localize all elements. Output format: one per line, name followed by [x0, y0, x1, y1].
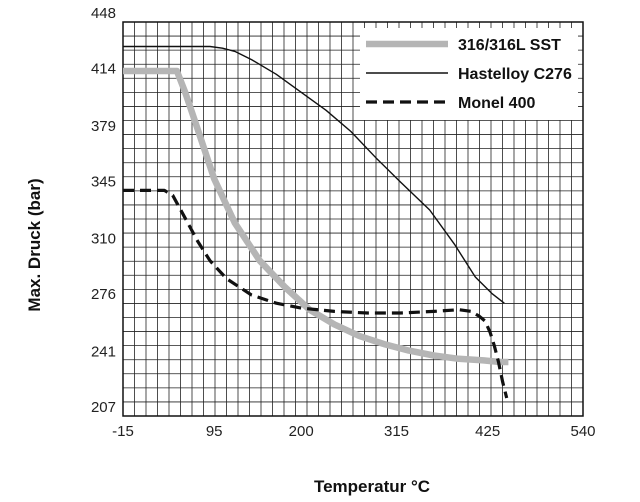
- tick-labels: 207 241 276 310 345 379 414 448 -15 95 200 315 425 54…: [91, 5, 596, 440]
- legend: 316/316L SST Hastelloy C276 Monel 400: [360, 28, 578, 120]
- x-tick-label: -15: [112, 423, 134, 440]
- y-axis-title: Max. Druck (bar): [25, 178, 44, 311]
- series-line-316-316l-sst: [123, 67, 509, 366]
- y-tick-label: 379: [91, 118, 116, 135]
- plot-frame: [122, 21, 584, 417]
- x-tick-label: 200: [289, 423, 314, 440]
- x-tick-label: 315: [384, 423, 409, 440]
- series-layer: [123, 45, 509, 399]
- x-tick-label: 95: [206, 423, 223, 440]
- y-tick-label: 310: [91, 231, 116, 248]
- x-tick-label: 425: [475, 423, 500, 440]
- y-tick-label: 241: [91, 343, 116, 360]
- series-line-monel-400: [123, 188, 509, 399]
- y-tick-label: 276: [91, 286, 116, 303]
- y-tick-label: 448: [91, 5, 116, 22]
- legend-label-hastelloy-c276: Hastelloy C276: [458, 66, 572, 83]
- legend-label-monel-400: Monel 400: [458, 95, 535, 112]
- series-line-hastelloy-c276: [123, 45, 505, 304]
- y-tick-label: 207: [91, 399, 116, 416]
- legend-label-316-316l-sst: 316/316L SST: [458, 37, 561, 54]
- y-tick-label: 345: [91, 173, 116, 190]
- y-tick-label: 414: [91, 61, 116, 78]
- grid: [123, 22, 583, 416]
- x-axis-title: Temperatur °C: [314, 477, 430, 496]
- x-tick-label: 540: [570, 423, 595, 440]
